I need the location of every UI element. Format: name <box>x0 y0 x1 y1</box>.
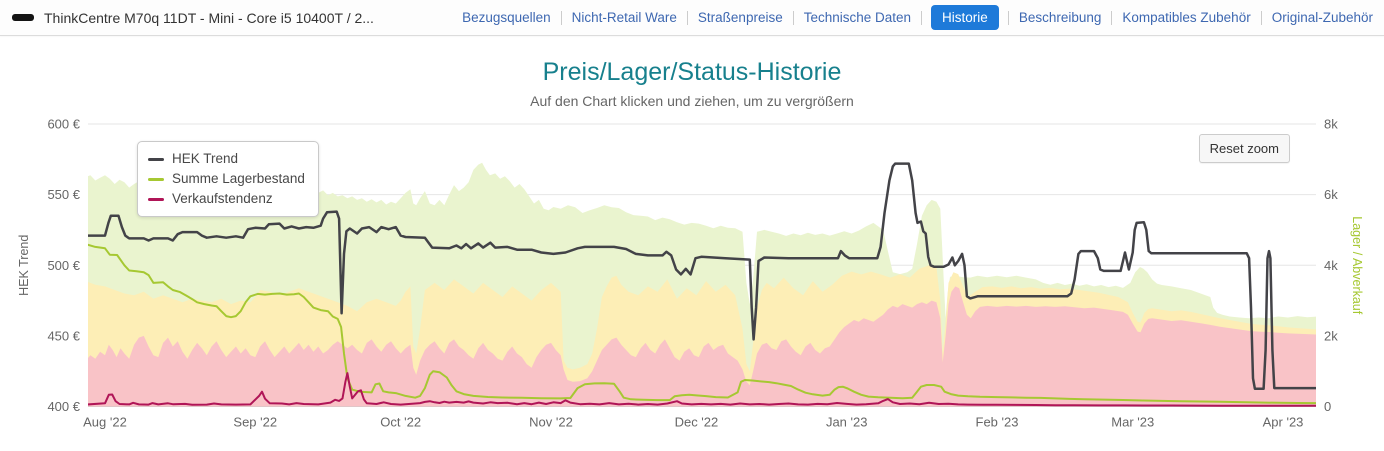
tab-original-zubehoer[interactable]: Original-Zubehör <box>1271 10 1373 25</box>
svg-text:2k: 2k <box>1324 328 1338 343</box>
verkaufstendenz-line-swatch-icon <box>148 197 164 201</box>
nav-separator <box>686 10 688 25</box>
product-thumbnail-icon <box>10 9 36 27</box>
svg-text:Oct '22: Oct '22 <box>380 415 421 430</box>
tab-nicht-retail-ware[interactable]: Nicht-Retail Ware <box>571 10 677 25</box>
tab-bezugsquellen[interactable]: Bezugsquellen <box>462 10 551 25</box>
legend-item-verkaufstendenz[interactable]: Verkaufstendenz <box>148 189 305 209</box>
nav-separator <box>792 10 794 25</box>
nav-separator <box>1260 10 1262 25</box>
chart-title: Preis/Lager/Status-Historie <box>542 58 842 86</box>
svg-text:Mar '23: Mar '23 <box>1111 415 1154 430</box>
tab-strassenpreise[interactable]: Straßenpreise <box>697 10 783 25</box>
svg-text:Sep '22: Sep '22 <box>233 415 277 430</box>
svg-text:Dec '22: Dec '22 <box>675 415 719 430</box>
svg-text:6k: 6k <box>1324 187 1338 202</box>
legend-item-summe-lagerbestand[interactable]: Summe Lagerbestand <box>148 169 305 189</box>
tab-technische-daten[interactable]: Technische Daten <box>803 10 912 25</box>
chart-legend: HEK Trend Summe Lagerbestand Verkaufsten… <box>137 141 319 217</box>
product-title: ThinkCentre M70q 11DT - Mini - Core i5 1… <box>44 9 374 26</box>
svg-text:Feb '23: Feb '23 <box>976 415 1019 430</box>
svg-text:Aug '22: Aug '22 <box>83 415 127 430</box>
nav-separator <box>1007 10 1009 25</box>
hek-trend-line-swatch-icon <box>148 157 164 161</box>
product-tab-nav: Bezugsquellen Nicht-Retail Ware Straßenp… <box>461 5 1374 30</box>
svg-text:600 €: 600 € <box>47 117 80 132</box>
tab-kompatibles-zubehoer[interactable]: Kompatibles Zubehör <box>1122 10 1251 25</box>
svg-text:500 €: 500 € <box>47 258 80 273</box>
product-header-bar: ThinkCentre M70q 11DT - Mini - Core i5 1… <box>0 0 1384 36</box>
tab-historie[interactable]: Historie <box>931 5 999 30</box>
svg-text:Lager / Abverkauf: Lager / Abverkauf <box>1350 216 1364 315</box>
nav-separator <box>1111 10 1113 25</box>
svg-text:400 €: 400 € <box>47 399 80 414</box>
svg-text:450 €: 450 € <box>47 328 80 343</box>
lagerbestand-line-swatch-icon <box>148 177 164 181</box>
nav-separator <box>560 10 562 25</box>
svg-text:Nov '22: Nov '22 <box>529 415 573 430</box>
svg-text:8k: 8k <box>1324 117 1338 132</box>
nav-separator <box>921 10 923 25</box>
svg-text:HEK Trend: HEK Trend <box>17 235 31 296</box>
legend-label: Summe Lagerbestand <box>172 171 305 186</box>
svg-text:Jan '23: Jan '23 <box>826 415 868 430</box>
legend-label: Verkaufstendenz <box>172 191 273 206</box>
svg-text:Apr '23: Apr '23 <box>1263 415 1304 430</box>
reset-zoom-button[interactable]: Reset zoom <box>1198 134 1290 163</box>
svg-text:550 €: 550 € <box>47 187 80 202</box>
chart-subtitle: Auf den Chart klicken und ziehen, um zu … <box>530 93 854 109</box>
svg-text:4k: 4k <box>1324 258 1338 273</box>
legend-label: HEK Trend <box>172 151 239 166</box>
legend-item-hek-trend[interactable]: HEK Trend <box>148 149 305 169</box>
svg-text:0: 0 <box>1324 399 1331 414</box>
tab-beschreibung[interactable]: Beschreibung <box>1018 10 1102 25</box>
